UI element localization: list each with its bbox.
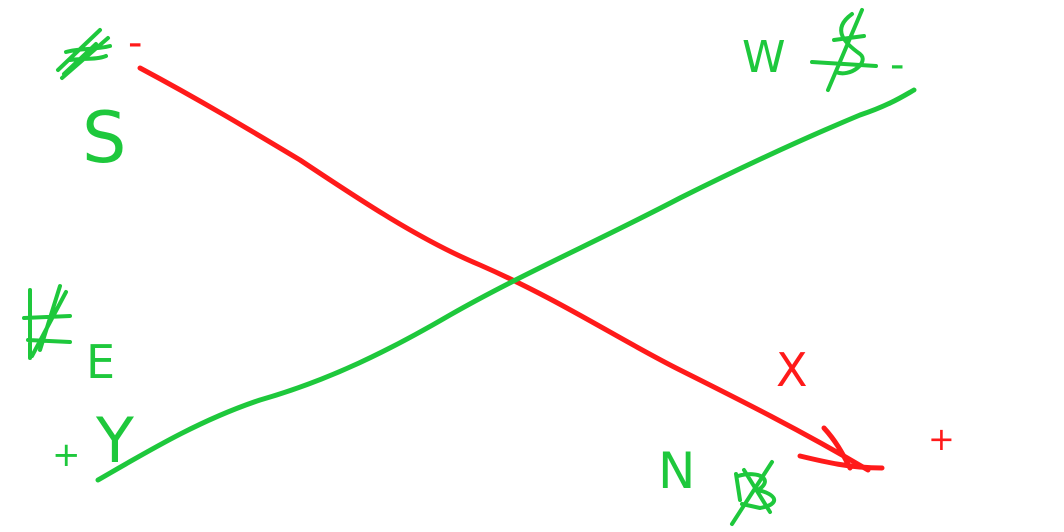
green-plus-label: + (52, 435, 81, 475)
red-axis-line (137, 65, 871, 473)
n-label: N (658, 442, 695, 500)
y-label: Y (95, 404, 134, 477)
scribble-left-middle (22, 284, 72, 360)
red-minus-label: - (128, 20, 142, 66)
x-label: X (776, 343, 808, 397)
scribble-bottom (730, 460, 776, 526)
w-label: W (742, 32, 786, 83)
green-minus-label: - (890, 42, 904, 88)
red-arrowhead (797, 425, 885, 471)
scribble-top-right (810, 8, 878, 92)
scribble-top-left (56, 28, 112, 80)
green-axis-line (95, 87, 917, 483)
red-plus-label: + (928, 420, 955, 458)
s-label: S (82, 97, 126, 179)
e-label: E (86, 335, 115, 389)
